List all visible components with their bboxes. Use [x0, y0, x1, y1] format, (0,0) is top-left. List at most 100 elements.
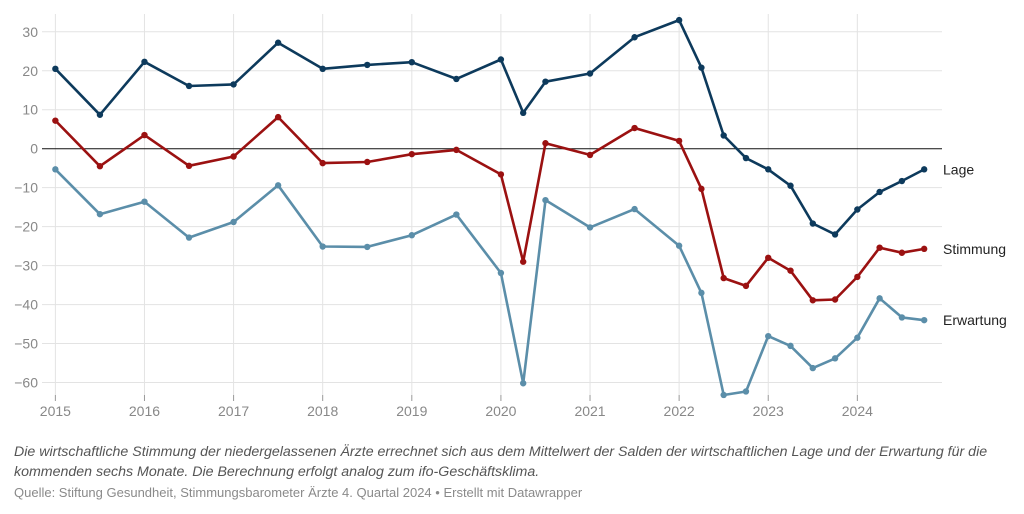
data-point-stimmung — [497, 171, 505, 178]
data-point-lage — [809, 220, 816, 227]
series-line-stimmung — [54, 115, 925, 302]
data-point-erwartung — [765, 332, 772, 340]
series-label-stimmung: Stimmung — [943, 241, 1006, 257]
data-point-erwartung — [408, 232, 416, 239]
y-tick-label: −60 — [14, 375, 38, 391]
x-tick-label: 2022 — [664, 403, 695, 419]
data-point-erwartung — [586, 224, 594, 231]
grid — [42, 14, 942, 395]
series-label-lage: Lage — [943, 161, 974, 177]
data-point-lage — [831, 231, 839, 238]
data-point-erwartung — [96, 210, 104, 218]
data-point-lage — [319, 65, 326, 73]
data-point-lage — [497, 56, 505, 63]
data-point-lage — [453, 75, 460, 83]
data-point-lage — [542, 78, 549, 85]
y-tick-label: −10 — [14, 180, 38, 196]
data-point-stimmung — [920, 245, 928, 253]
data-point-erwartung — [898, 314, 906, 321]
x-tick-label: 2018 — [307, 403, 338, 419]
x-tick-label: 2021 — [574, 403, 605, 419]
data-point-stimmung — [809, 297, 816, 304]
y-tick-label: 0 — [30, 141, 38, 157]
y-tick-label: −30 — [14, 258, 38, 274]
data-point-erwartung — [542, 196, 549, 204]
data-point-erwartung — [876, 295, 883, 302]
data-point-lage — [96, 111, 104, 118]
data-point-stimmung — [408, 150, 416, 158]
data-point-stimmung — [742, 282, 750, 290]
data-point-stimmung — [698, 185, 705, 193]
data-point-lage — [876, 188, 883, 196]
series-line-lage — [54, 18, 925, 236]
series-labels: Lage Stimmung Erwartung — [943, 161, 1007, 328]
data-point-erwartung — [920, 316, 928, 324]
data-point-erwartung — [720, 391, 727, 399]
y-tick-label: 30 — [22, 24, 38, 40]
data-point-erwartung — [141, 198, 148, 205]
data-point-stimmung — [831, 296, 839, 303]
data-point-lage — [408, 58, 416, 66]
data-point-erwartung — [52, 166, 59, 173]
data-point-lage — [787, 182, 794, 189]
y-tick-label: −20 — [14, 219, 38, 235]
data-point-erwartung — [675, 242, 683, 249]
y-tick-label: −50 — [14, 336, 38, 352]
x-tick-label: 2019 — [396, 403, 427, 419]
data-point-lage — [765, 166, 772, 173]
data-point-stimmung — [854, 273, 861, 281]
data-point-stimmung — [631, 124, 638, 132]
data-point-stimmung — [96, 163, 104, 170]
data-point-lage — [675, 16, 683, 24]
x-tick-label: 2015 — [40, 403, 71, 419]
data-point-stimmung — [898, 249, 906, 256]
data-point-lage — [920, 166, 928, 173]
data-point-lage — [720, 132, 727, 139]
data-point-erwartung — [698, 289, 705, 297]
y-tick-label: −40 — [14, 297, 38, 313]
data-point-stimmung — [185, 162, 193, 170]
data-point-lage — [586, 70, 594, 77]
data-point-stimmung — [52, 117, 59, 124]
data-point-stimmung — [364, 158, 371, 166]
data-point-lage — [230, 81, 237, 88]
y-tick-label: 20 — [22, 63, 38, 79]
data-point-erwartung — [319, 243, 326, 250]
y-tick-label: 10 — [22, 102, 38, 118]
data-point-stimmung — [586, 151, 594, 159]
data-point-stimmung — [519, 258, 527, 265]
data-point-stimmung — [274, 113, 282, 121]
line-chart: 2015 2016 2017 2018 2019 2020 2021 2022 2023 2024… — [14, 14, 1007, 419]
data-point-stimmung — [141, 131, 148, 139]
data-point-stimmung — [453, 146, 460, 154]
chart-source: Quelle: Stiftung Gesundheit, Stimmungsba… — [14, 485, 583, 500]
y-axis: 30 20 10 0 −10 −20 −30 −40 −50 −60 — [14, 24, 38, 391]
data-point-erwartung — [854, 334, 861, 341]
data-point-erwartung — [787, 342, 794, 350]
data-point-lage — [898, 177, 906, 185]
data-point-lage — [141, 58, 148, 65]
data-point-lage — [52, 65, 59, 73]
x-tick-label: 2024 — [842, 403, 873, 419]
data-point-lage — [742, 154, 750, 162]
data-point-stimmung — [765, 254, 772, 262]
x-axis: 2015 2016 2017 2018 2019 2020 2021 2022 2023 2024 — [40, 395, 873, 419]
data-point-stimmung — [230, 153, 237, 160]
series-label-erwartung: Erwartung — [943, 312, 1007, 328]
data-point-erwartung — [185, 234, 193, 241]
data-point-stimmung — [542, 140, 549, 147]
data-point-erwartung — [831, 355, 839, 362]
data-point-lage — [364, 61, 371, 69]
data-point-erwartung — [364, 243, 371, 251]
data-point-stimmung — [876, 244, 883, 251]
data-point-lage — [185, 82, 193, 90]
x-tick-label: 2017 — [218, 403, 249, 419]
x-tick-label: 2020 — [485, 403, 516, 419]
data-point-erwartung — [809, 364, 816, 372]
data-point-stimmung — [787, 267, 794, 274]
data-point-erwartung — [631, 205, 638, 213]
data-point-erwartung — [497, 269, 505, 277]
x-tick-label: 2016 — [129, 403, 160, 419]
data-point-lage — [698, 64, 705, 71]
series-line-erwartung — [54, 168, 925, 397]
